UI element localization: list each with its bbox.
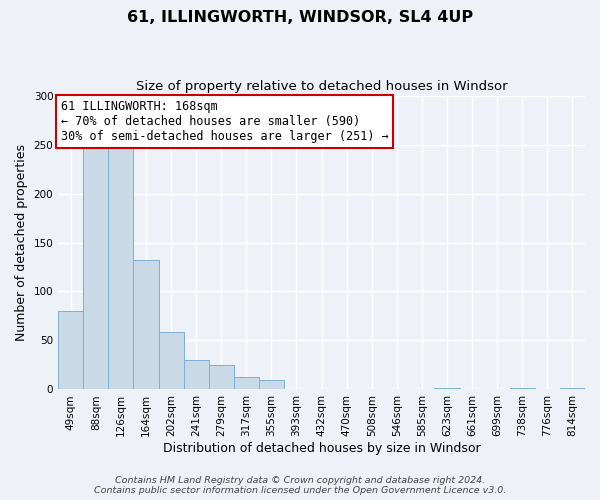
Bar — [158, 332, 184, 390]
X-axis label: Distribution of detached houses by size in Windsor: Distribution of detached houses by size … — [163, 442, 481, 455]
Bar — [209, 365, 234, 390]
Y-axis label: Number of detached properties: Number of detached properties — [15, 144, 28, 341]
Text: 61, ILLINGWORTH, WINDSOR, SL4 4UP: 61, ILLINGWORTH, WINDSOR, SL4 4UP — [127, 10, 473, 25]
Text: Contains HM Land Registry data © Crown copyright and database right 2024.
Contai: Contains HM Land Registry data © Crown c… — [94, 476, 506, 495]
Bar — [58, 311, 83, 390]
Title: Size of property relative to detached houses in Windsor: Size of property relative to detached ho… — [136, 80, 508, 93]
Bar — [510, 388, 535, 390]
Bar — [184, 360, 209, 390]
Text: 61 ILLINGWORTH: 168sqm
← 70% of detached houses are smaller (590)
30% of semi-de: 61 ILLINGWORTH: 168sqm ← 70% of detached… — [61, 100, 389, 143]
Bar — [109, 148, 133, 390]
Bar — [83, 144, 109, 390]
Bar — [133, 260, 158, 390]
Bar — [434, 388, 460, 390]
Bar — [234, 376, 259, 390]
Bar — [560, 388, 585, 390]
Bar — [259, 380, 284, 390]
